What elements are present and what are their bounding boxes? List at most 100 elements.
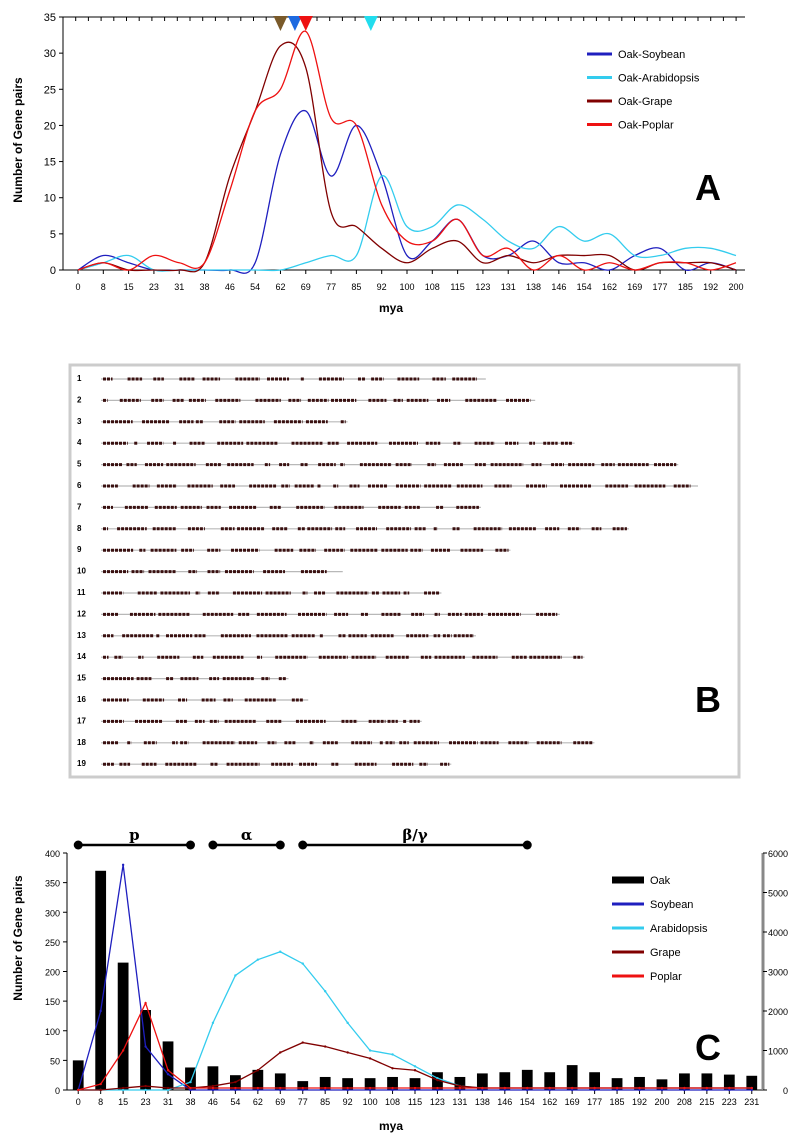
series-point <box>144 1001 147 1005</box>
series-point <box>413 1088 417 1092</box>
x-tick-label: 131 <box>452 1097 467 1107</box>
bar-oak <box>544 1072 556 1090</box>
x-tick-label: 23 <box>149 282 159 292</box>
y2-tick-label: 2000 <box>768 1007 788 1017</box>
x-tick-label: 46 <box>208 1097 218 1107</box>
y2-tick-label: 3000 <box>768 968 788 978</box>
series-point <box>436 1086 439 1090</box>
x-tick-label: 177 <box>653 282 668 292</box>
bar-oak <box>297 1081 309 1090</box>
series-point <box>211 1088 215 1092</box>
series-point <box>166 1088 170 1092</box>
series-point <box>211 1084 215 1088</box>
x-tick-label: 185 <box>610 1097 625 1107</box>
x-tick-label: 115 <box>408 1097 422 1107</box>
series-point <box>256 1069 260 1072</box>
y-tick-label: 300 <box>45 908 60 918</box>
series-point <box>368 1057 372 1060</box>
x-tick-label: 138 <box>526 282 541 292</box>
x-tick-label: 146 <box>551 282 566 292</box>
series-point <box>234 1088 237 1092</box>
series-point <box>144 1088 147 1092</box>
x-tick-label: 231 <box>744 1097 759 1107</box>
panel-c-eras: p α β/γ <box>73 826 532 850</box>
x-tick-label: 92 <box>343 1097 353 1107</box>
series-point <box>234 974 237 977</box>
chromosome-label: 12 <box>77 609 86 618</box>
series-point <box>99 1082 102 1086</box>
series-point <box>660 1088 664 1092</box>
bar-oak <box>611 1078 623 1090</box>
bar-oak <box>162 1041 174 1090</box>
legend-label: Oak-Arabidopsis <box>618 73 700 85</box>
series-point <box>279 1051 282 1054</box>
x-tick-label: 123 <box>430 1097 445 1107</box>
series-point <box>323 1086 327 1090</box>
series-point <box>526 1086 529 1090</box>
series-point <box>121 863 125 867</box>
series-point <box>548 1086 551 1090</box>
era-endpoint <box>275 840 285 850</box>
series-line-oak-arabidopsis <box>77 175 737 272</box>
series-line-poplar <box>78 1001 752 1091</box>
y2-tick-label: 6000 <box>768 849 788 859</box>
panel-a-markers <box>273 16 378 31</box>
y-tick-label: 100 <box>45 1027 60 1037</box>
series-point <box>346 1051 349 1054</box>
series-point <box>189 1080 192 1084</box>
x-tick-label: 154 <box>577 282 592 292</box>
y-tick-label: 200 <box>45 968 60 978</box>
series-point <box>346 1086 349 1090</box>
legend-label: Oak-Grape <box>618 96 672 108</box>
chromosome-label: 9 <box>77 545 82 554</box>
chromosome-label: 17 <box>77 716 86 725</box>
chromosome-label: 10 <box>77 567 86 576</box>
bar-oak <box>476 1073 488 1090</box>
x-tick-label: 23 <box>141 1097 151 1107</box>
x-tick-label: 123 <box>475 282 490 292</box>
x-tick-label: 192 <box>632 1097 647 1107</box>
series-point <box>705 1088 709 1092</box>
series-point <box>391 1067 394 1070</box>
series-point <box>728 1088 731 1092</box>
y-tick-label: 150 <box>45 997 60 1007</box>
series-point <box>526 1088 529 1092</box>
bar-oak <box>521 1069 533 1090</box>
x-tick-label: 15 <box>118 1097 128 1107</box>
x-tick-label: 85 <box>320 1097 330 1107</box>
x-tick-label: 115 <box>450 282 464 292</box>
series-point <box>234 1080 237 1084</box>
series-line-oak-grape <box>77 41 737 273</box>
bar-oak <box>319 1076 331 1090</box>
chromosome-label: 15 <box>77 674 86 683</box>
x-tick-label: 162 <box>542 1097 557 1107</box>
series-point <box>301 1086 304 1090</box>
x-tick-label: 69 <box>301 282 311 292</box>
series-point <box>593 1086 596 1090</box>
series-point <box>211 1086 215 1090</box>
panel-a-series <box>77 30 737 274</box>
legend-label: Soybean <box>650 899 693 911</box>
series-point <box>144 1045 147 1048</box>
y-tick-label: 350 <box>45 879 60 889</box>
legend-label: Oak-Soybean <box>618 49 685 61</box>
x-tick-label: 54 <box>250 282 260 292</box>
legend-label: Grape <box>650 947 681 959</box>
panel-a-chart: Number of Gene pairs mya A 0 5 10 15 20 25 30 3… <box>11 12 745 315</box>
x-tick-label: 162 <box>602 282 617 292</box>
era-label: β/γ <box>402 826 427 844</box>
x-tick-label: 169 <box>627 282 642 292</box>
x-tick-label: 108 <box>425 282 440 292</box>
series-point <box>728 1086 731 1090</box>
series-point <box>458 1086 462 1090</box>
series-point <box>279 1088 282 1092</box>
x-tick-label: 62 <box>275 282 285 292</box>
bar-oak <box>499 1072 511 1090</box>
divergence-marker <box>298 16 313 31</box>
y2-tick-label: 4000 <box>768 928 788 938</box>
x-tick-label: 0 <box>76 1097 81 1107</box>
series-point <box>99 1009 102 1013</box>
x-tick-label: 185 <box>678 282 693 292</box>
series-point <box>615 1086 619 1090</box>
x-tick-label: 8 <box>101 282 106 292</box>
